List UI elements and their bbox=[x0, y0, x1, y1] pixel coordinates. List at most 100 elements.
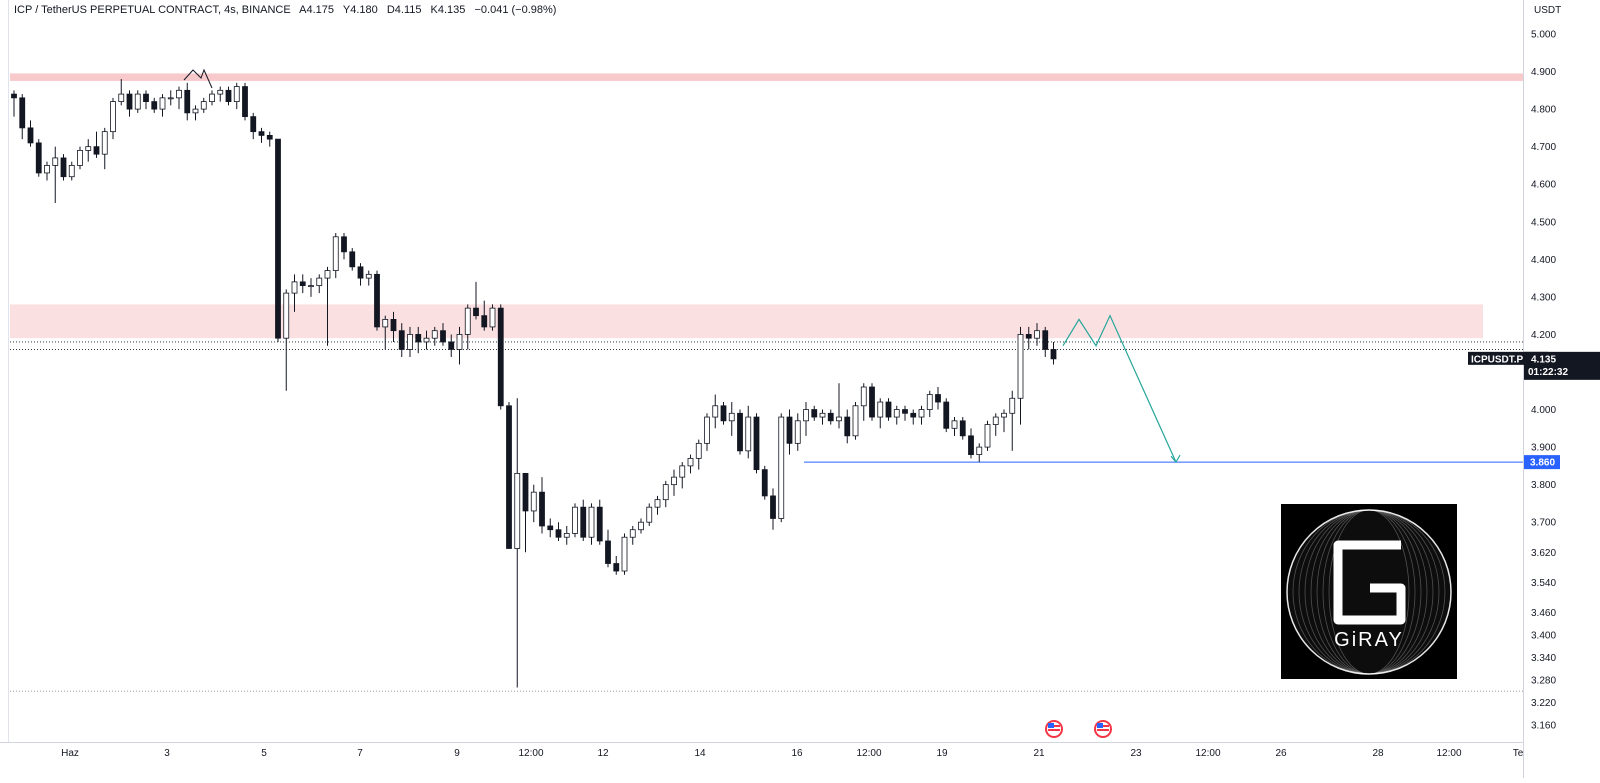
candle bbox=[44, 161, 50, 181]
candle-body bbox=[415, 334, 422, 343]
candle bbox=[126, 90, 133, 117]
level-tag-bg bbox=[1524, 455, 1560, 470]
candle bbox=[299, 274, 306, 294]
candle-body bbox=[522, 472, 529, 512]
candle bbox=[52, 146, 59, 203]
price-tick-label: 3.540 bbox=[1531, 578, 1556, 589]
candle bbox=[786, 409, 793, 455]
candle bbox=[143, 90, 149, 110]
price-tick-label: 4.000 bbox=[1531, 405, 1556, 416]
candle-body bbox=[423, 337, 430, 343]
zones-layer bbox=[10, 73, 1523, 339]
candle bbox=[341, 233, 347, 260]
candle-body bbox=[737, 412, 743, 452]
candle-body bbox=[605, 540, 611, 564]
candle bbox=[209, 90, 215, 106]
candle-body bbox=[827, 412, 834, 422]
candle bbox=[976, 443, 983, 463]
candle-body bbox=[464, 307, 471, 335]
price-tick-label: 4.800 bbox=[1531, 105, 1556, 116]
candle-body bbox=[646, 506, 653, 523]
time-tick-label: 7 bbox=[357, 748, 363, 759]
candle-body bbox=[1001, 412, 1007, 418]
candle bbox=[291, 274, 298, 312]
price-tick-label: 3.280 bbox=[1531, 675, 1556, 686]
candle bbox=[374, 270, 380, 331]
candle bbox=[646, 503, 653, 526]
candle bbox=[605, 529, 611, 568]
candle bbox=[440, 323, 446, 346]
price-tick-label: 4.400 bbox=[1531, 255, 1556, 266]
candle-body bbox=[60, 157, 67, 178]
pattern-drawing bbox=[183, 68, 213, 89]
candle-body bbox=[52, 157, 59, 166]
candle-body bbox=[629, 529, 636, 538]
candle bbox=[621, 533, 628, 575]
candle-body bbox=[225, 89, 232, 102]
price-tick-label: 4.200 bbox=[1531, 330, 1556, 341]
candle-body bbox=[613, 563, 620, 572]
candle-body bbox=[341, 236, 347, 253]
time-tick-label: 12:00 bbox=[1436, 748, 1461, 759]
candle-body bbox=[893, 409, 900, 418]
candle bbox=[242, 82, 248, 121]
us-event-flag-icon[interactable] bbox=[1045, 720, 1063, 738]
candle-body bbox=[662, 484, 669, 501]
candle-body bbox=[159, 97, 166, 110]
candle-body bbox=[555, 529, 562, 538]
candle bbox=[101, 127, 108, 170]
candle-body bbox=[283, 292, 290, 339]
candle bbox=[192, 105, 199, 121]
candle-body bbox=[770, 495, 776, 519]
candle-body bbox=[1025, 334, 1032, 339]
candle-body bbox=[357, 266, 364, 279]
candle bbox=[200, 97, 207, 113]
flag-stripe bbox=[1048, 729, 1060, 731]
candle-body bbox=[530, 491, 537, 512]
resistance-zone bbox=[10, 304, 1483, 339]
candle bbox=[869, 383, 875, 421]
us-event-flag-icon[interactable] bbox=[1094, 720, 1112, 738]
candle-body bbox=[638, 521, 644, 531]
candle bbox=[308, 278, 314, 297]
candle-body bbox=[365, 273, 372, 279]
candle bbox=[19, 94, 26, 140]
candle bbox=[423, 330, 430, 350]
candle bbox=[250, 112, 257, 140]
candle bbox=[225, 86, 232, 106]
candle bbox=[638, 518, 644, 534]
candle bbox=[118, 79, 125, 106]
candle-body bbox=[85, 146, 92, 151]
level-tag-value: 3.860 bbox=[1530, 458, 1555, 469]
price-tick-label: 4.700 bbox=[1531, 142, 1556, 153]
candle bbox=[283, 289, 290, 391]
candle-body bbox=[794, 420, 801, 444]
candle bbox=[687, 454, 694, 474]
candle-body bbox=[209, 93, 215, 102]
candle bbox=[596, 499, 603, 545]
symbol-title: ICP / TetherUS PERPETUAL CONTRACT, 4s, B… bbox=[14, 4, 291, 16]
candle bbox=[902, 405, 908, 421]
time-tick-label: 21 bbox=[1033, 748, 1045, 759]
candle-body bbox=[316, 277, 323, 287]
candle-body bbox=[101, 131, 108, 155]
candle-body bbox=[654, 499, 661, 508]
price-tick-label: 3.340 bbox=[1531, 653, 1556, 664]
candle-body bbox=[250, 116, 257, 133]
candle bbox=[35, 139, 42, 177]
candle bbox=[555, 522, 562, 541]
time-tick-label: 16 bbox=[791, 748, 803, 759]
candle-body bbox=[44, 165, 50, 174]
candle-body bbox=[126, 93, 133, 110]
candle bbox=[275, 138, 281, 342]
candle-body bbox=[349, 251, 356, 268]
logo-letter-g bbox=[1333, 540, 1406, 625]
candle bbox=[349, 248, 356, 271]
candle bbox=[794, 413, 801, 451]
candle-body bbox=[728, 412, 735, 422]
candle-body bbox=[811, 409, 818, 418]
candle-body bbox=[1042, 330, 1049, 350]
candle bbox=[984, 420, 991, 451]
